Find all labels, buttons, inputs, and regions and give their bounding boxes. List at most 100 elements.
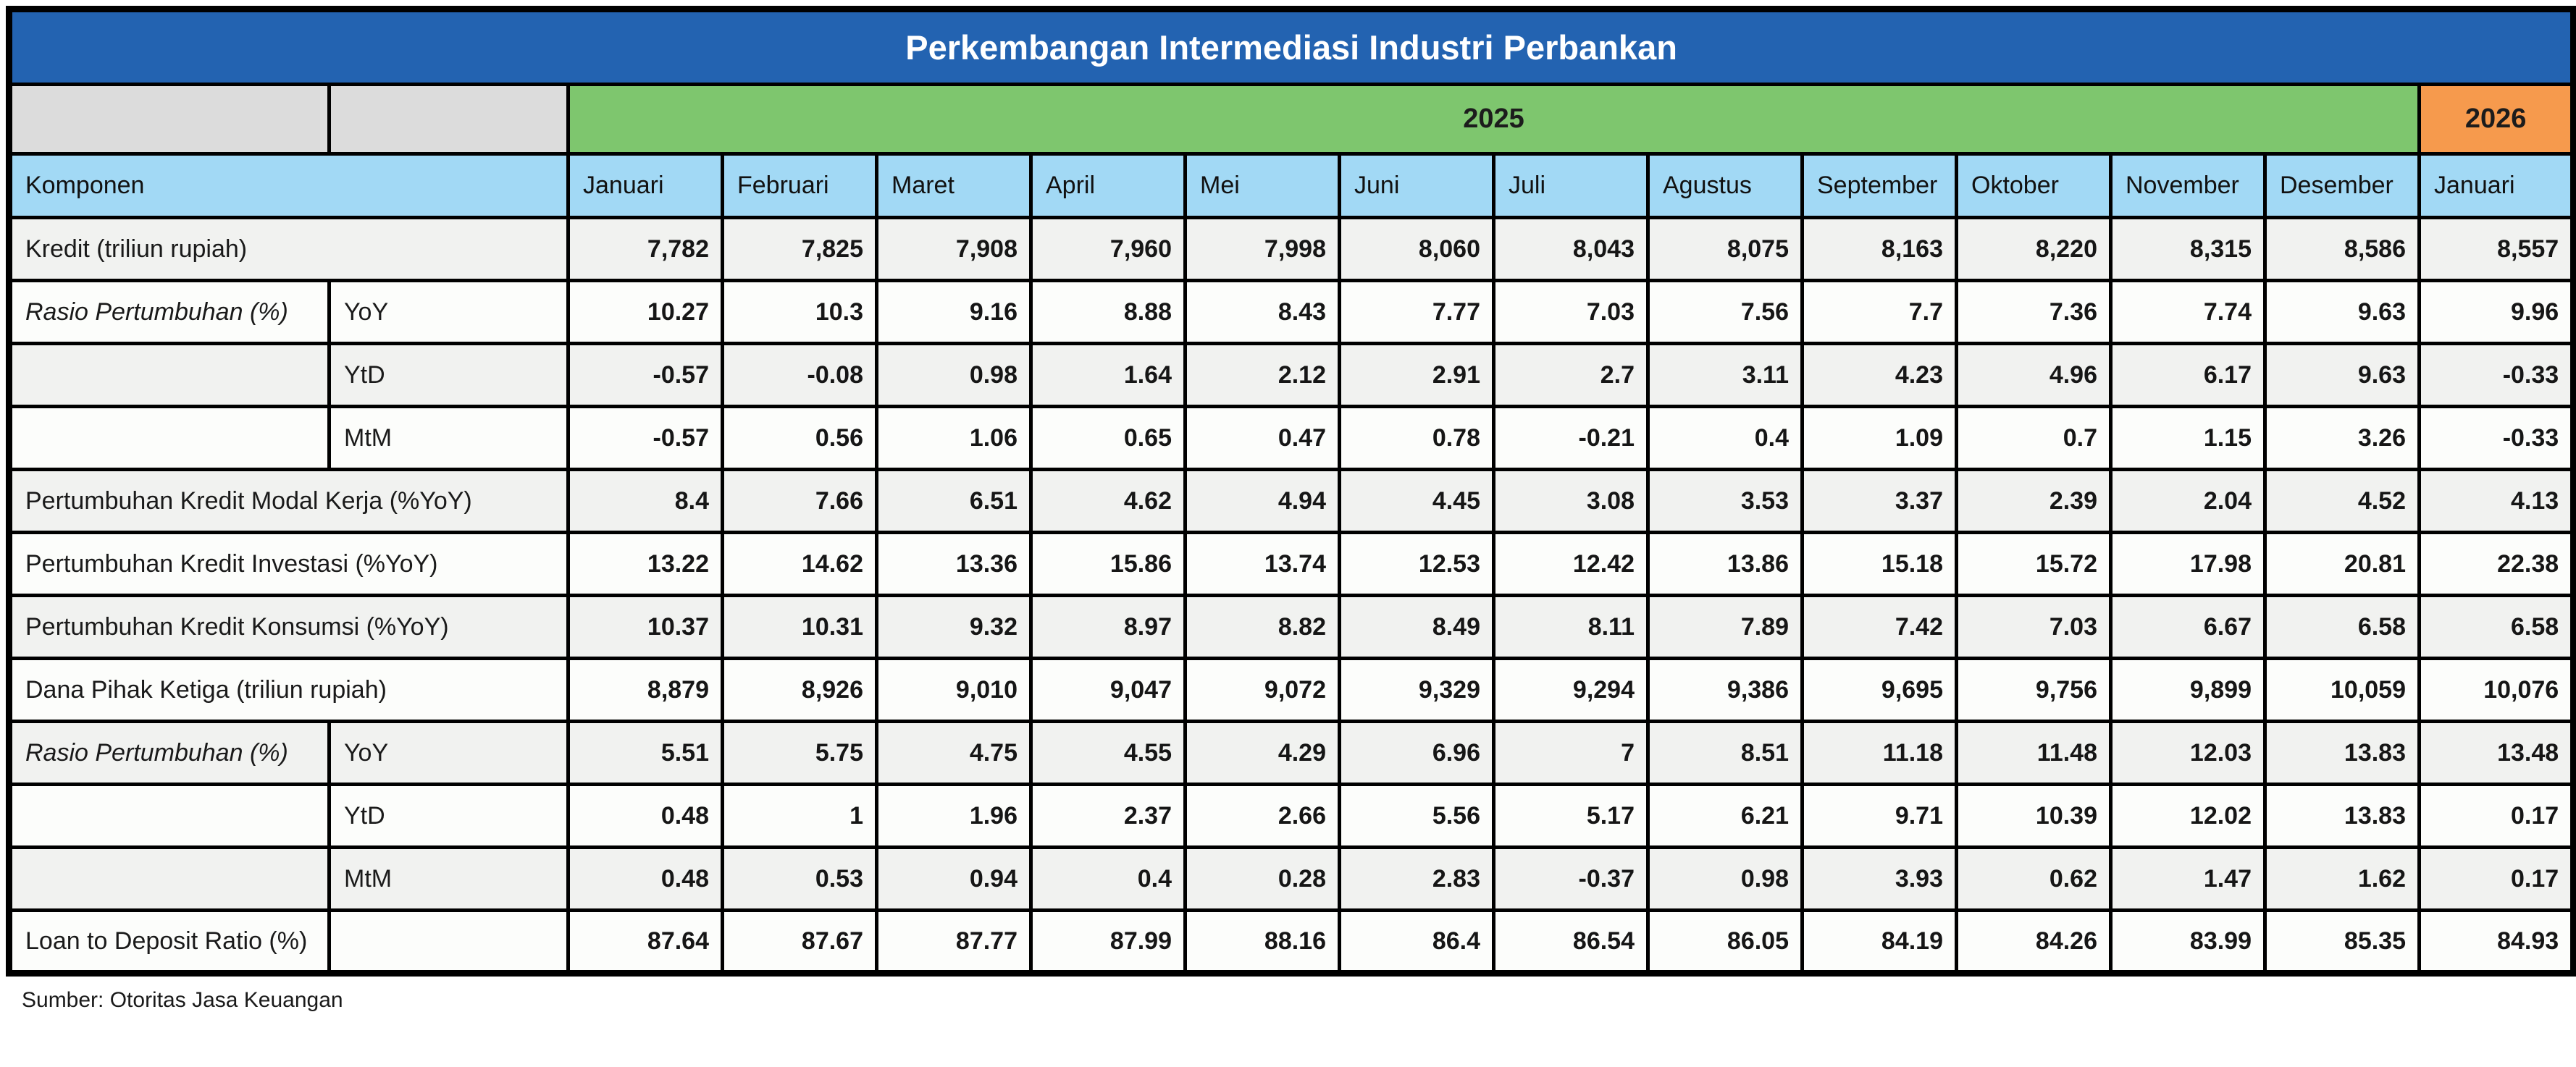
value-cell: 2.12 — [1183, 342, 1341, 408]
value-cell: 3.93 — [1800, 845, 1958, 912]
value-cell: 10.37 — [566, 594, 724, 660]
value-cell: 4.29 — [1183, 720, 1341, 786]
value-cell: 8,557 — [2417, 216, 2576, 282]
column-header-month: Agustus — [1646, 152, 1804, 219]
row-label-cell — [7, 845, 331, 912]
value-cell: 8.88 — [1029, 279, 1187, 345]
value-cell: 84.26 — [1955, 908, 2113, 975]
value-cell: 8.97 — [1029, 594, 1187, 660]
value-cell: 10.31 — [721, 594, 878, 660]
column-header-komponen: Komponen — [7, 152, 570, 219]
table-row: MtM -0.57 0.56 1.06 0.65 0.47 0.78 -0.21 0.4 1.09… — [7, 405, 2576, 471]
value-cell: -0.33 — [2417, 342, 2576, 408]
value-cell: 7,782 — [566, 216, 724, 282]
value-cell: 0.17 — [2417, 783, 2576, 849]
value-cell: 9,047 — [1029, 657, 1187, 723]
value-cell: 22.38 — [2417, 531, 2576, 597]
table-row: Pertumbuhan Kredit Investasi (%YoY) 13.22… — [7, 531, 2576, 597]
row-sublabel-cell: MtM — [327, 405, 570, 471]
value-cell: 3.53 — [1646, 468, 1804, 534]
value-cell: 87.67 — [721, 908, 878, 975]
table-row: Pertumbuhan Kredit Modal Kerja (%YoY) 8.4… — [7, 468, 2576, 534]
value-cell: 1.64 — [1029, 342, 1187, 408]
column-header-month: September — [1800, 152, 1958, 219]
value-cell: 7.03 — [1955, 594, 2113, 660]
column-header-month: Juli — [1492, 152, 1650, 219]
value-cell: 4.62 — [1029, 468, 1187, 534]
value-cell: -0.57 — [566, 342, 724, 408]
value-cell: 10,076 — [2417, 657, 2576, 723]
value-cell: 2.83 — [1338, 845, 1495, 912]
table-body: Perkembangan Intermediasi Industri Perba… — [7, 7, 2576, 975]
value-cell: -0.37 — [1492, 845, 1650, 912]
row-label-cell: Dana Pihak Ketiga (triliun rupiah) — [7, 657, 570, 723]
value-cell: 1 — [721, 783, 878, 849]
value-cell: 3.11 — [1646, 342, 1804, 408]
value-cell: 88.16 — [1183, 908, 1341, 975]
value-cell: 8.43 — [1183, 279, 1341, 345]
value-cell: 0.56 — [721, 405, 878, 471]
value-cell: 6.21 — [1646, 783, 1804, 849]
value-cell: 7.89 — [1646, 594, 1804, 660]
value-cell: 12.02 — [2109, 783, 2267, 849]
value-cell: -0.57 — [566, 405, 724, 471]
value-cell: 0.62 — [1955, 845, 2113, 912]
value-cell: 11.18 — [1800, 720, 1958, 786]
column-header-month: Januari — [566, 152, 724, 219]
table-row: YtD -0.57 -0.08 0.98 1.64 2.12 2.91 2.7 3.11 4.23… — [7, 342, 2576, 408]
value-cell: 8,163 — [1800, 216, 1958, 282]
value-cell: 2.39 — [1955, 468, 2113, 534]
value-cell: 8.82 — [1183, 594, 1341, 660]
value-cell: 2.7 — [1492, 342, 1650, 408]
value-cell: 4.13 — [2417, 468, 2576, 534]
value-cell: 15.86 — [1029, 531, 1187, 597]
row-label-cell — [7, 342, 331, 408]
value-cell: 0.4 — [1646, 405, 1804, 471]
value-cell: 10.3 — [721, 279, 878, 345]
value-cell: 6.51 — [875, 468, 1033, 534]
value-cell: 2.37 — [1029, 783, 1187, 849]
value-cell: 9.71 — [1800, 783, 1958, 849]
value-cell: 9,010 — [875, 657, 1033, 723]
corner-cell-left — [7, 83, 331, 156]
value-cell: 11.48 — [1955, 720, 2113, 786]
value-cell: 0.65 — [1029, 405, 1187, 471]
value-cell: 8,220 — [1955, 216, 2113, 282]
row-label-cell — [7, 405, 331, 471]
value-cell: 7.36 — [1955, 279, 2113, 345]
value-cell: 15.18 — [1800, 531, 1958, 597]
value-cell: 2.91 — [1338, 342, 1495, 408]
value-cell: 13.86 — [1646, 531, 1804, 597]
value-cell: 5.17 — [1492, 783, 1650, 849]
value-cell: 12.03 — [2109, 720, 2267, 786]
value-cell: 4.75 — [875, 720, 1033, 786]
value-cell: 4.45 — [1338, 468, 1495, 534]
value-cell: 0.17 — [2417, 845, 2576, 912]
column-header-month: Desember — [2263, 152, 2421, 219]
row-sublabel-cell: YoY — [327, 279, 570, 345]
value-cell: 9,695 — [1800, 657, 1958, 723]
value-cell: 9.63 — [2263, 279, 2421, 345]
value-cell: 0.48 — [566, 783, 724, 849]
row-label-cell: Loan to Deposit Ratio (%) — [7, 908, 331, 975]
value-cell: 86.4 — [1338, 908, 1495, 975]
column-header-row: Komponen Januari Februari Maret April Mei Jun… — [7, 152, 2576, 219]
value-cell: 9.16 — [875, 279, 1033, 345]
value-cell: 9,329 — [1338, 657, 1495, 723]
row-label-cell: Pertumbuhan Kredit Modal Kerja (%YoY) — [7, 468, 570, 534]
value-cell: 8,879 — [566, 657, 724, 723]
row-label-cell: Pertumbuhan Kredit Konsumsi (%YoY) — [7, 594, 570, 660]
value-cell: 85.35 — [2263, 908, 2421, 975]
value-cell: 4.94 — [1183, 468, 1341, 534]
row-label-cell: Rasio Pertumbuhan (%) — [7, 279, 331, 345]
value-cell: -0.33 — [2417, 405, 2576, 471]
value-cell: 12.42 — [1492, 531, 1650, 597]
value-cell: 9,756 — [1955, 657, 2113, 723]
value-cell: 8.49 — [1338, 594, 1495, 660]
value-cell: 6.67 — [2109, 594, 2267, 660]
value-cell: 13.74 — [1183, 531, 1341, 597]
value-cell: 9,294 — [1492, 657, 1650, 723]
value-cell: 7,998 — [1183, 216, 1341, 282]
value-cell: 7,825 — [721, 216, 878, 282]
